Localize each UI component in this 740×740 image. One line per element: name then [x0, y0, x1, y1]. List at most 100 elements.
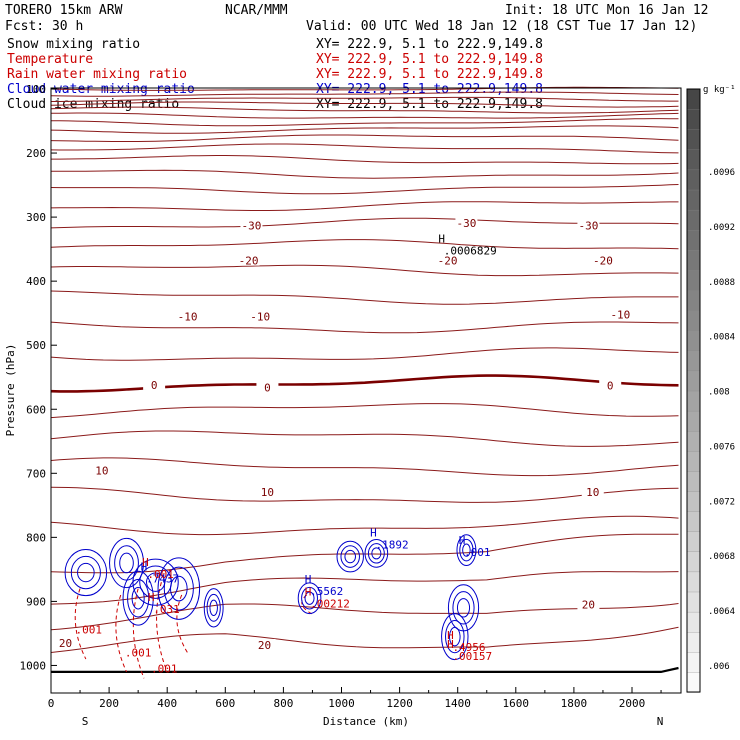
y-axis-label: Pressure (hPa) — [4, 344, 17, 437]
colorbar-label: .0068 — [708, 552, 735, 562]
colorbar-bin — [686, 651, 701, 673]
temperature-contour — [50, 347, 679, 361]
rain-contour — [115, 594, 127, 673]
colorbar-bin — [686, 269, 701, 291]
colorbar-bin — [686, 209, 701, 231]
y-tick-label: 100 — [26, 83, 46, 96]
forecast-hour: Fcst: 30 h — [5, 19, 83, 34]
right-endpoint-label: N — [657, 715, 664, 728]
colorbar-bin — [686, 531, 701, 552]
temperature-labels: -30 -30 -30 -20 -20 -20 -10 -10 -10 0 0 0 10 10 10 20 20… — [54, 216, 632, 676]
cloud-water-contour — [122, 570, 154, 626]
cloud-water-contour — [459, 538, 474, 562]
cloud-water-contour — [163, 566, 194, 611]
cloud-water-contour — [449, 626, 461, 647]
temperature-label: 20 — [582, 599, 595, 612]
maximum-value: .001 — [147, 568, 174, 581]
rain-contour — [132, 588, 145, 679]
colorbar-bin — [686, 611, 701, 633]
legend-entry-name: Temperature — [7, 52, 93, 67]
temperature-label: -10 — [250, 310, 270, 323]
colorbar-bin — [686, 129, 701, 150]
temperature-contour — [50, 184, 679, 195]
temperature-label-bg — [143, 378, 166, 390]
temperature-contour — [50, 430, 679, 447]
temperature-contour — [50, 264, 679, 277]
temperature-label: -20 — [239, 255, 259, 268]
x-tick-label: 0 — [48, 697, 55, 710]
colorbar-label: .008 — [708, 388, 730, 398]
maximum-value: .00212 — [310, 597, 350, 610]
temperature-label-bg — [455, 216, 478, 228]
cloud-water-contour — [127, 578, 150, 618]
y-tick-label: 300 — [26, 211, 46, 224]
rain-contour — [74, 588, 87, 660]
temperature-contour — [50, 571, 679, 605]
cloud-water-contour — [131, 586, 145, 610]
cloud-water-contour — [462, 543, 471, 557]
temperature-label: -20 — [438, 255, 458, 268]
temperature-contour — [50, 457, 679, 477]
temperature-label: 0 — [607, 380, 614, 393]
y-tick-label: 700 — [26, 467, 46, 480]
maximum-value: .001 — [464, 546, 491, 559]
maximum-marker: H — [142, 556, 149, 569]
cloud-water-contour — [364, 539, 389, 568]
colorbar-bin — [686, 169, 701, 191]
colorbar-bin — [686, 571, 701, 593]
temperature-label: -10 — [610, 308, 630, 321]
legend-entry-name: Snow mixing ratio — [7, 37, 140, 52]
cloud-water-contour — [456, 534, 477, 567]
init-time: Init: 18 UTC Mon 16 Jan 12 — [505, 3, 709, 18]
colorbar-label: .0072 — [708, 497, 735, 507]
x-tick-label: 1600 — [503, 697, 530, 710]
cloud-water-contour — [206, 593, 221, 622]
legend-entry-xy: XY= 222.9, 5.1 to 222.9,149.8 — [316, 52, 543, 67]
temperature-contour — [50, 134, 679, 142]
temperature-contours — [50, 86, 679, 673]
maximum-value: .031 — [153, 603, 180, 616]
y-tick-label: 1000 — [20, 659, 47, 672]
cloud-water-contour — [70, 555, 101, 590]
cloud-water-contours — [64, 534, 480, 661]
y-tick-label: 200 — [26, 147, 46, 160]
temperature-contour — [50, 239, 679, 250]
y-tick-label: 600 — [26, 403, 46, 416]
plot-area: -30 -30 -30 -20 -20 -20 -10 -10 -10 0 0 0 10 10 10 20 20… — [50, 86, 682, 694]
temperature-contour — [50, 515, 679, 536]
temperature-label-bg — [591, 254, 614, 266]
maximum-marker: H — [305, 573, 312, 586]
x-axis-label: Distance (km) — [323, 715, 409, 728]
colorbar-unit: g kg⁻¹ — [703, 85, 736, 95]
colorbar-bin — [686, 430, 701, 452]
temperature-contour — [50, 125, 679, 134]
temperature-label: 20 — [258, 639, 271, 652]
temperature-contour — [50, 86, 679, 91]
maximum-marker: H — [370, 526, 377, 539]
legend-entry-xy: XY= 222.9, 5.1 to 222.9,149.8 — [316, 97, 543, 112]
x-tick-label: 1400 — [444, 697, 471, 710]
cloud-water-contour — [336, 540, 364, 573]
maximum-value: .4956 — [452, 641, 485, 654]
cloud-water-contour — [371, 547, 382, 560]
colorbar-bin — [686, 309, 701, 331]
rain-contour — [176, 594, 188, 653]
maximum-value: .5562 — [310, 585, 343, 598]
colorbar-bin — [686, 108, 701, 130]
temperature-label-bg — [609, 308, 632, 320]
temperature-label: -30 — [578, 219, 598, 232]
temperature-label: 20 — [59, 637, 72, 650]
x-tick-label: 2000 — [619, 697, 646, 710]
temperature-label-bg — [253, 638, 276, 650]
colorbar-bin — [686, 671, 701, 693]
colorbar-bin — [686, 551, 701, 573]
temperature-label-bg — [436, 254, 459, 266]
cloud-water-contour — [77, 562, 95, 583]
maximum-marker: H — [141, 560, 148, 573]
temperature-contour — [51, 96, 679, 102]
colorbar-bin — [686, 490, 701, 512]
temperature-label: 10 — [586, 486, 599, 499]
colorbar-bin — [686, 370, 701, 392]
temperature-label: -20 — [593, 255, 613, 268]
